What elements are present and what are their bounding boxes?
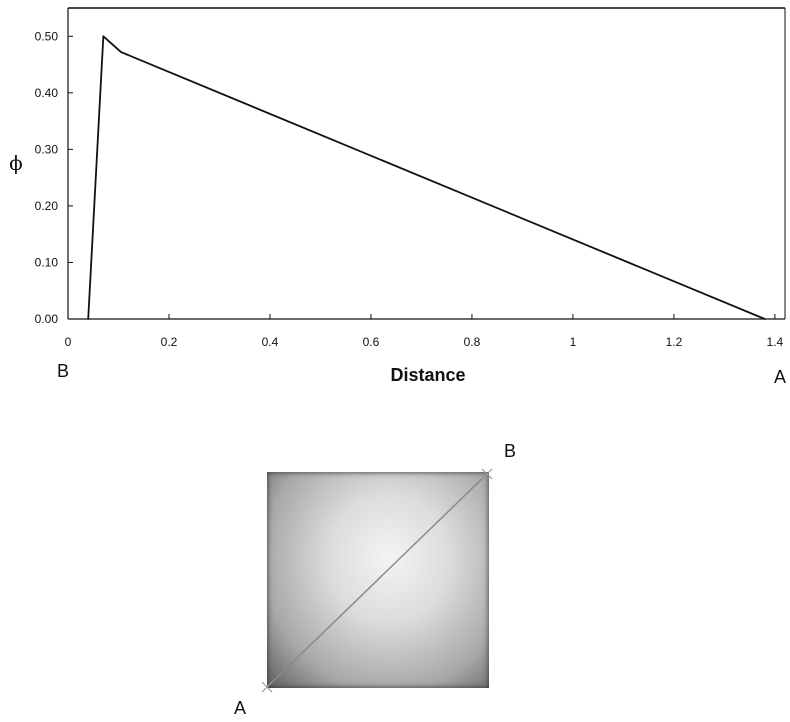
- inset-label-end: B: [504, 441, 517, 461]
- x-tick-label: 1.2: [666, 335, 683, 349]
- data-point: [120, 51, 122, 54]
- data-point: [763, 318, 766, 320]
- phi-distance-chart: 0 0.2 0.4 0.6 0.8 1 1.2 1.4 0.00 0.10 0.20 0.30 0.40…: [9, 7, 786, 387]
- x-tick-label: 0.2: [161, 335, 178, 349]
- x-axis-title: Distance: [390, 365, 465, 385]
- y-tick-label: 0.20: [35, 199, 59, 213]
- y-axis-title: ϕ: [9, 151, 23, 175]
- data-point: [87, 318, 90, 320]
- x-tick-label: 0.4: [262, 335, 279, 349]
- end-label-left: B: [57, 361, 69, 381]
- y-tick-label: 0.30: [35, 142, 59, 156]
- end-label-right: A: [774, 367, 786, 387]
- x-tick-label: 0.8: [464, 335, 481, 349]
- tick-marks: 0 0.2 0.4 0.6 0.8 1 1.2 1.4 0.00 0.10 0.20 0.30 0.40…: [35, 29, 784, 349]
- axes: [67, 7, 786, 320]
- x-tick-label: 0.6: [363, 335, 380, 349]
- inset-label-start: A: [234, 698, 247, 718]
- y-tick-label: 0.10: [35, 255, 59, 269]
- x-tick-label: 1: [570, 335, 577, 349]
- y-tick-label: 0.50: [35, 29, 59, 43]
- data-point: [102, 35, 105, 38]
- series-line: [87, 35, 766, 320]
- x-tick-label: 1.4: [767, 335, 784, 349]
- start-cross-icon: [261, 681, 273, 693]
- x-tick-label: 0: [65, 335, 72, 349]
- inset-square-figure: [261, 468, 493, 693]
- y-tick-label: 0.40: [35, 86, 59, 100]
- inset-diagonal-overlay: [261, 468, 493, 693]
- diagonal-line: [266, 473, 488, 688]
- y-tick-label: 0.00: [35, 312, 59, 326]
- series: [87, 35, 766, 320]
- end-cross-icon: [481, 468, 493, 480]
